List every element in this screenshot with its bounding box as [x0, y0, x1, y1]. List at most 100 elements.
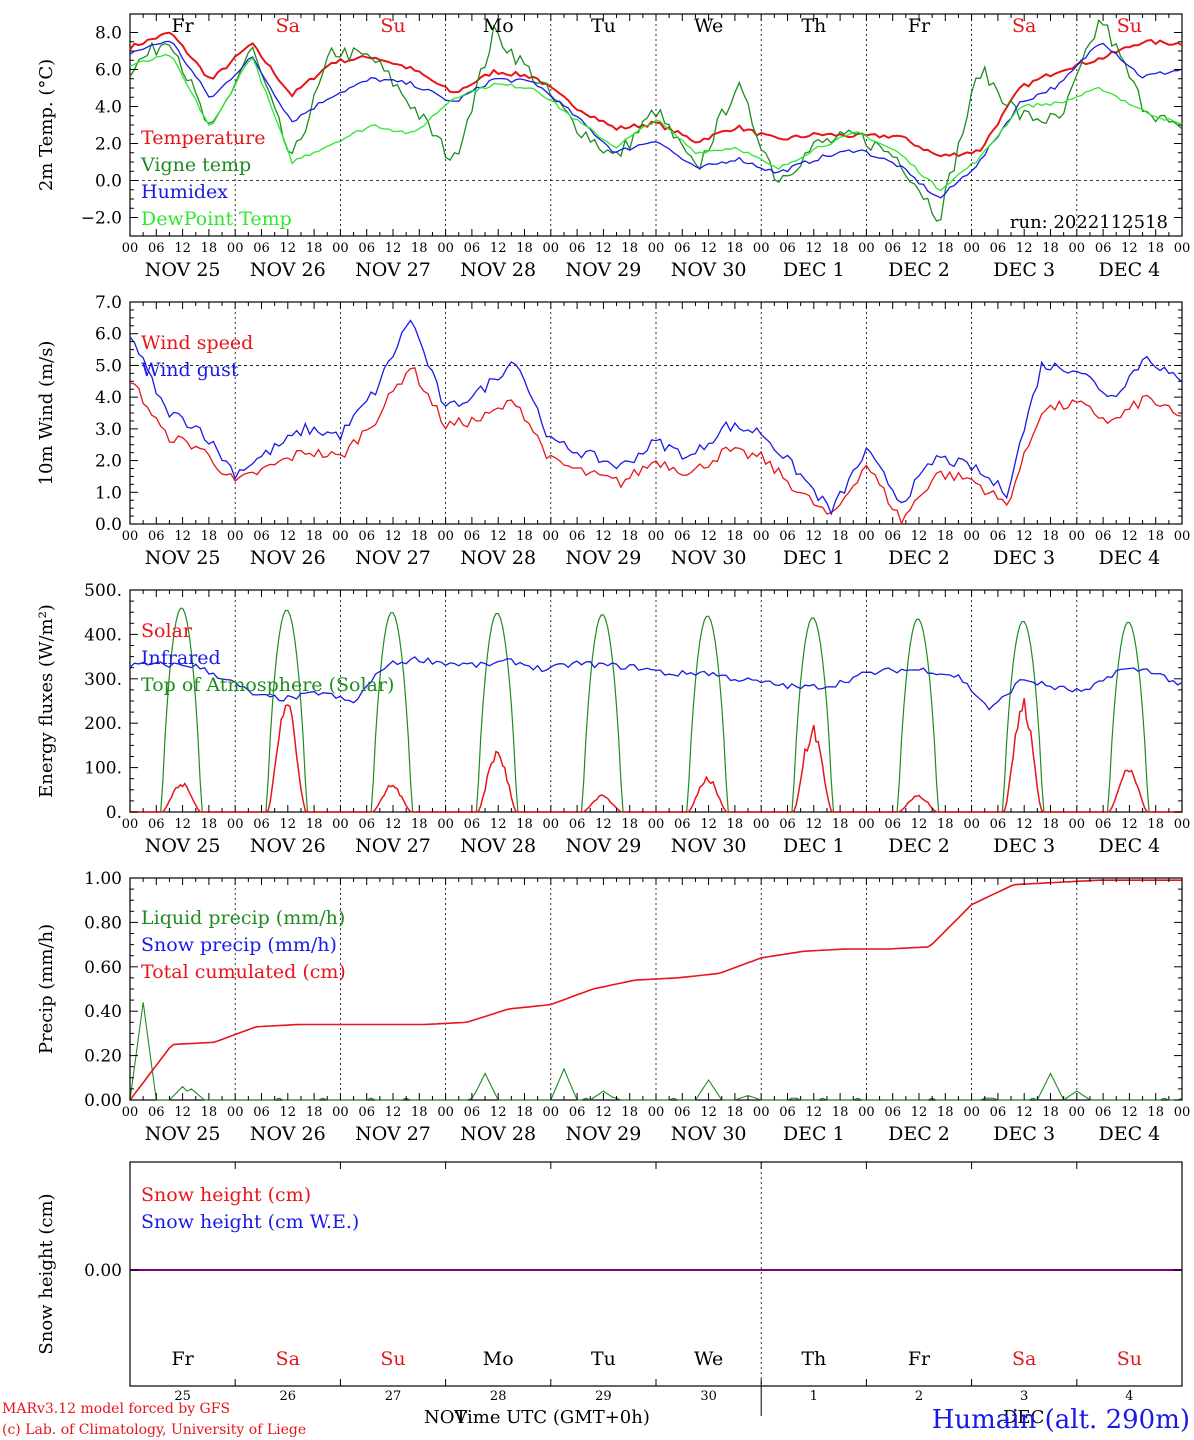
hour-tick-label: 12	[490, 817, 507, 832]
day-abbr: Sa	[1012, 15, 1036, 37]
legend-entry: Humidex	[141, 181, 228, 203]
hour-tick-label: 06	[1095, 817, 1112, 832]
date-label: NOV 30	[671, 835, 747, 857]
hour-tick-label: 18	[306, 241, 323, 256]
hour-tick-label: 06	[779, 241, 796, 256]
date-label: NOV 26	[250, 547, 326, 569]
date-label: NOV 29	[565, 259, 641, 281]
hour-tick-label: 18	[621, 241, 638, 256]
hour-tick-label: 12	[700, 817, 717, 832]
hour-tick-label: 00	[227, 1105, 244, 1120]
series-line-total-cumulated	[129, 879, 1182, 1101]
hour-tick-label: 18	[727, 817, 744, 832]
date-label: NOV 27	[355, 259, 431, 281]
y-tick-label: 4.0	[95, 388, 122, 408]
date-label: NOV 30	[671, 1123, 747, 1145]
legend-entry: Solar	[141, 620, 193, 642]
footer-month-right: DEC	[1003, 1407, 1044, 1428]
hour-tick-label: 06	[990, 529, 1007, 544]
date-label: NOV 27	[355, 835, 431, 857]
date-label: NOV 28	[460, 259, 536, 281]
hour-tick-label: 12	[280, 529, 297, 544]
y-tick-label: 0.40	[84, 1002, 122, 1022]
hour-tick-label: 06	[464, 241, 481, 256]
hour-tick-label: 18	[1042, 817, 1059, 832]
day-abbr: Fr	[171, 15, 194, 37]
hour-tick-label: 00	[543, 241, 560, 256]
station-label: Humain (alt. 290m)	[932, 1405, 1190, 1435]
hour-tick-label: 12	[490, 241, 507, 256]
hour-tick-label: 12	[1121, 1105, 1138, 1120]
hour-tick-label: 00	[1174, 529, 1191, 544]
hour-tick-label: 06	[148, 529, 165, 544]
hour-tick-label: 18	[201, 241, 218, 256]
day-number: 1	[810, 1389, 818, 1404]
hour-tick-label: 06	[1095, 1105, 1112, 1120]
hour-tick-label: 12	[911, 1105, 928, 1120]
hour-tick-label: 18	[516, 241, 533, 256]
hour-tick-label: 18	[516, 529, 533, 544]
date-label: NOV 30	[671, 547, 747, 569]
hour-tick-label: 00	[963, 241, 980, 256]
y-tick-label: 0.80	[84, 913, 122, 933]
hour-tick-label: 00	[122, 529, 139, 544]
hour-tick-label: 00	[648, 529, 665, 544]
hour-tick-label: 06	[884, 529, 901, 544]
hour-tick-label: 12	[595, 817, 612, 832]
y-tick-label: 200.	[84, 714, 122, 734]
hour-tick-label: 06	[464, 1105, 481, 1120]
date-label: NOV 27	[355, 1123, 431, 1145]
hour-tick-label: 00	[332, 817, 349, 832]
day-abbr: Su	[380, 1348, 405, 1370]
day-number: 26	[280, 1389, 297, 1404]
hour-tick-label: 12	[700, 241, 717, 256]
y-tick-label: 0.0	[95, 515, 122, 535]
legend-entry: Snow precip (mm/h)	[141, 934, 337, 956]
hour-tick-label: 00	[437, 1105, 454, 1120]
y-tick-label: 2.0	[95, 452, 122, 472]
hour-tick-label: 12	[911, 529, 928, 544]
hour-tick-label: 12	[174, 529, 191, 544]
hour-tick-label: 00	[1069, 1105, 1086, 1120]
hour-tick-label: 00	[122, 817, 139, 832]
hour-tick-label: 00	[1174, 241, 1191, 256]
day-abbr: Tu	[591, 1348, 616, 1370]
date-label: NOV 28	[460, 835, 536, 857]
day-abbr: Mo	[483, 1348, 514, 1370]
hour-tick-label: 12	[595, 529, 612, 544]
hour-tick-label: 00	[122, 1105, 139, 1120]
hour-tick-label: 12	[1016, 817, 1033, 832]
hour-tick-label: 12	[174, 1105, 191, 1120]
date-label: DEC 2	[888, 259, 950, 281]
hour-tick-label: 06	[884, 817, 901, 832]
hour-tick-label: 12	[385, 529, 402, 544]
hour-tick-label: 12	[806, 529, 823, 544]
hour-tick-label: 12	[385, 1105, 402, 1120]
legend-entry: Top of Atmosphere (Solar)	[141, 674, 394, 696]
hour-tick-label: 12	[911, 241, 928, 256]
hour-tick-label: 12	[700, 529, 717, 544]
day-number: 2	[915, 1389, 923, 1404]
y-tick-label: 0.60	[84, 958, 122, 978]
legend-entry: Liquid precip (mm/h)	[141, 907, 345, 929]
y-tick-label: 1.00	[84, 869, 122, 889]
day-abbr: Fr	[908, 15, 931, 37]
hour-tick-label: 06	[253, 241, 270, 256]
hour-tick-label: 18	[306, 817, 323, 832]
hour-tick-label: 12	[280, 817, 297, 832]
hour-tick-label: 18	[937, 529, 954, 544]
hour-tick-label: 00	[858, 817, 875, 832]
y-tick-label: 4.0	[95, 98, 122, 118]
hour-tick-label: 00	[753, 1105, 770, 1120]
hour-tick-label: 12	[385, 241, 402, 256]
hour-tick-label: 06	[253, 1105, 270, 1120]
date-label: NOV 29	[565, 1123, 641, 1145]
legend-entry: Wind speed	[141, 332, 253, 354]
date-label: DEC 3	[993, 259, 1055, 281]
hour-tick-label: 00	[332, 241, 349, 256]
hour-tick-label: 06	[148, 1105, 165, 1120]
date-label: DEC 4	[1099, 1123, 1161, 1145]
panel-temperature: −2.0 0.0 2.0 4.0 6.0 8.0 2m Temp. (°C) Fr Sa Su Mo…	[36, 13, 1191, 281]
hour-tick-label: 00	[332, 529, 349, 544]
